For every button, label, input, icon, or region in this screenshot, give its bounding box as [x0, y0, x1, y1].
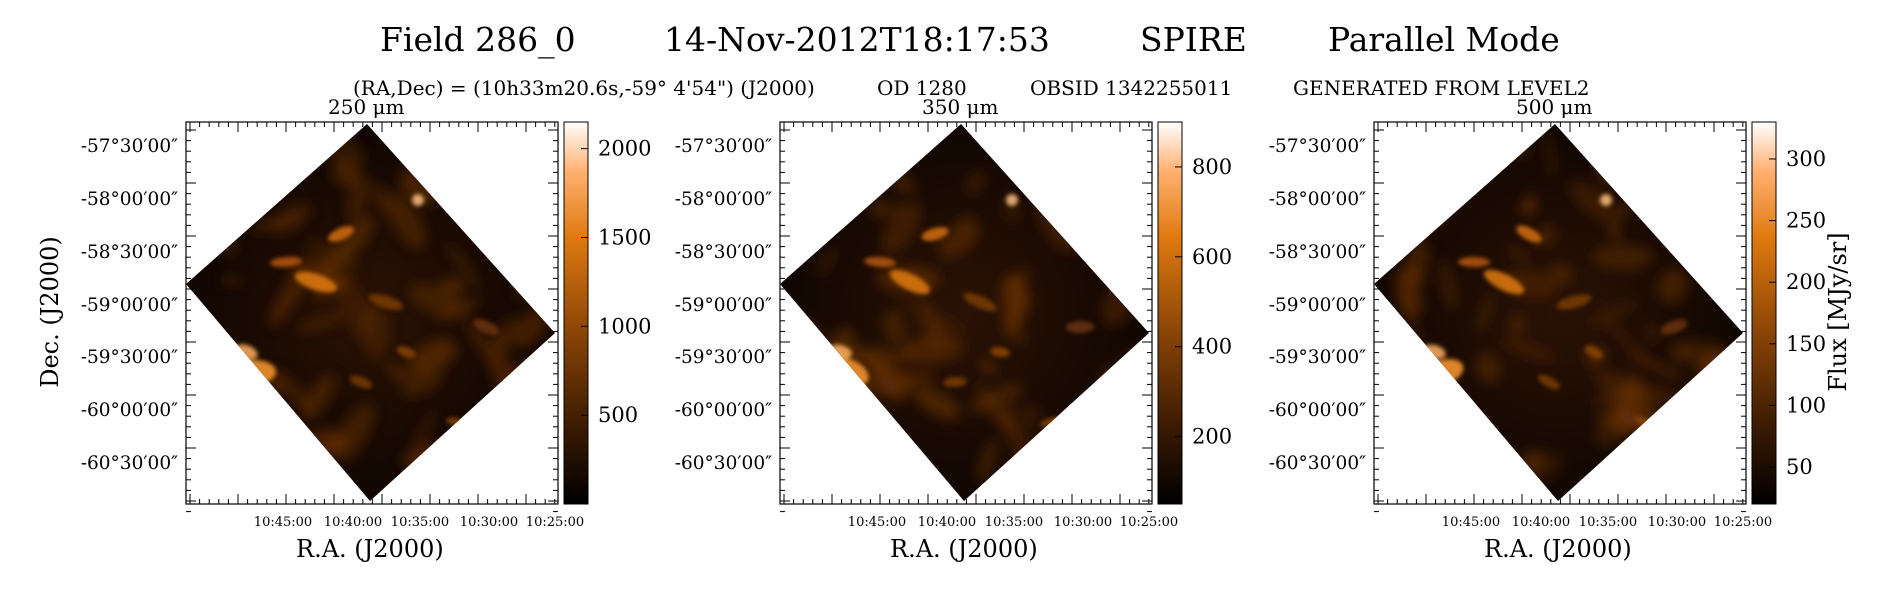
dec-tick-label: -58°00′00″ [81, 189, 178, 210]
band-title-350: 350 μm [922, 95, 999, 119]
colorbar-tick-label: 1000 [598, 314, 651, 338]
dec-tick-label: -58°00′00″ [1269, 189, 1366, 210]
map-diamond [1374, 124, 1743, 501]
x-axis-label-500: R.A. (J2000) [1484, 535, 1632, 563]
colorbar-tick-label: 300 [1786, 147, 1826, 171]
colorbar-tick-label: 400 [1192, 335, 1232, 359]
observation-date: 14-Nov-2012T18:17:53 [664, 20, 1050, 59]
dec-tick-label: -58°00′00″ [675, 189, 772, 210]
dec-tick-label: -58°30′00″ [1269, 242, 1366, 263]
tick-marks [1374, 122, 1746, 513]
ra-tick-label: 10:45:00 [848, 515, 906, 530]
dec-tick-label: -60°30′00″ [1269, 453, 1366, 474]
dec-tick-label: -59°30′00″ [81, 347, 178, 368]
dec-tick-label: -59°30′00″ [675, 347, 772, 368]
dec-tick-label: -59°30′00″ [1269, 347, 1366, 368]
colorbar-tick-label: 200 [1192, 425, 1232, 449]
band-title-500: 500 μm [1516, 95, 1593, 119]
ra-tick-label: 10:40:00 [1512, 515, 1570, 530]
map-panel-1: -57°30′00″ -58°00′00″ -58°30′00″ -59°00′00″… [675, 121, 1232, 530]
field-title: Field 286_0 [380, 20, 576, 59]
colorbar [1751, 121, 1777, 505]
colorbar-tick-label: 50 [1786, 455, 1813, 479]
ra-tick-label: 10:25:00 [1714, 515, 1772, 530]
ra-tick-label: 10:30:00 [1054, 515, 1112, 530]
observation-mode: Parallel Mode [1328, 20, 1560, 59]
pointing-coordinates: (RA,Dec) = (10h33m20.6s,-59° 4'54") (J20… [353, 76, 815, 100]
colorbar-tick-label: 200 [1786, 270, 1826, 294]
observation-id: OBSID 1342255011 [1030, 76, 1233, 100]
dec-tick-label: -59°00′00″ [675, 295, 772, 316]
colorbar-tick-label: 150 [1786, 332, 1826, 356]
dec-tick-label: -57°30′00″ [675, 136, 772, 157]
ra-tick-label: 10:30:00 [1648, 515, 1706, 530]
colorbar-tick-label: 800 [1192, 155, 1232, 179]
ra-tick-label: 10:25:00 [526, 515, 584, 530]
dec-tick-label: -60°30′00″ [81, 453, 178, 474]
dec-tick-label: -60°00′00″ [1269, 400, 1366, 421]
colorbar-tick-label: 100 [1786, 393, 1826, 417]
generated-from: GENERATED FROM LEVEL2 [1293, 76, 1590, 100]
dec-tick-label: -60°30′00″ [675, 453, 772, 474]
colorbar-tick-label: 1500 [598, 225, 651, 249]
band-title-250: 250 μm [328, 95, 405, 119]
tick-marks [780, 122, 1152, 513]
instrument-name: SPIRE [1140, 20, 1247, 59]
colorbar [1157, 121, 1183, 505]
tick-marks [186, 122, 558, 513]
ra-tick-label: 10:25:00 [1120, 515, 1178, 530]
dec-tick-label: -60°00′00″ [675, 400, 772, 421]
dec-tick-label: -60°00′00″ [81, 400, 178, 421]
ra-tick-label: 10:35:00 [1579, 515, 1637, 530]
colorbar-tick-label: 500 [598, 403, 638, 427]
dec-tick-label: -59°00′00″ [1269, 295, 1366, 316]
ra-tick-label: 10:45:00 [254, 515, 312, 530]
ra-tick-label: 10:40:00 [324, 515, 382, 530]
dec-tick-label: -58°30′00″ [81, 242, 178, 263]
map-panel-0: -57°30′00″ -58°00′00″ -58°30′00″ -59°00′00″… [81, 121, 651, 530]
colorbar-tick-label: 250 [1786, 209, 1826, 233]
colorbar [563, 121, 589, 505]
ra-tick-label: 10:30:00 [460, 515, 518, 530]
x-axis-label-250: R.A. (J2000) [296, 535, 444, 563]
colorbar-tick-label: 600 [1192, 245, 1232, 269]
ra-tick-label: 10:35:00 [391, 515, 449, 530]
colorbar-tick-label: 2000 [598, 137, 651, 161]
dec-tick-label: -57°30′00″ [1269, 136, 1366, 157]
map-diamond [780, 124, 1149, 501]
dec-tick-label: -57°30′00″ [81, 136, 178, 157]
dec-tick-label: -58°30′00″ [675, 242, 772, 263]
dec-tick-label: -59°00′00″ [81, 295, 178, 316]
map-panel-2: -57°30′00″ -58°00′00″ -58°30′00″ -59°00′00″… [1269, 121, 1826, 530]
ra-tick-label: 10:35:00 [985, 515, 1043, 530]
ra-tick-label: 10:45:00 [1442, 515, 1500, 530]
operational-day: OD 1280 [877, 76, 967, 100]
x-axis-label-350: R.A. (J2000) [890, 535, 1038, 563]
ra-tick-label: 10:40:00 [918, 515, 976, 530]
